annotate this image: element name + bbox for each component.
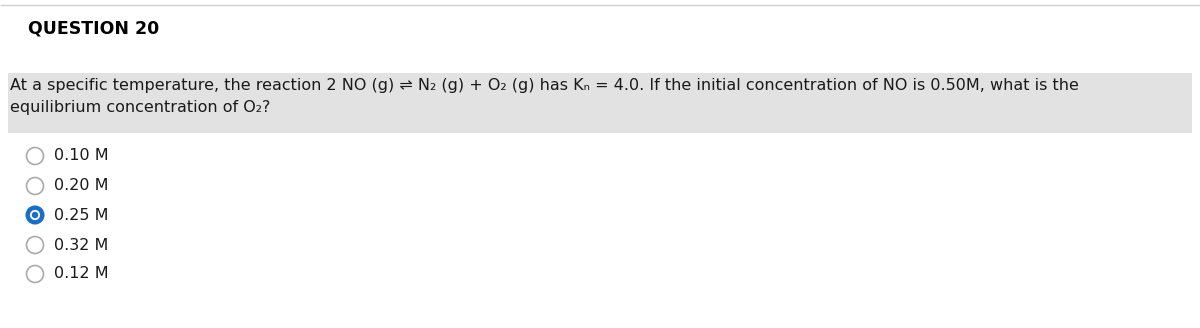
Text: 0.25 M: 0.25 M	[54, 208, 108, 222]
Text: 0.10 M: 0.10 M	[54, 149, 109, 163]
Circle shape	[26, 236, 43, 254]
Circle shape	[30, 210, 40, 220]
Text: At a specific temperature, the reaction 2 NO (g) ⇌ N₂ (g) + O₂ (g) has Kₙ = 4.0.: At a specific temperature, the reaction …	[10, 78, 1079, 93]
Text: 0.20 M: 0.20 M	[54, 178, 108, 194]
Circle shape	[26, 265, 43, 282]
Text: 0.32 M: 0.32 M	[54, 237, 108, 253]
Circle shape	[31, 212, 38, 218]
Circle shape	[26, 177, 43, 195]
Text: QUESTION 20: QUESTION 20	[28, 20, 160, 38]
Circle shape	[26, 207, 43, 223]
FancyBboxPatch shape	[8, 73, 1192, 133]
Text: 0.12 M: 0.12 M	[54, 266, 109, 281]
Circle shape	[26, 148, 43, 165]
Text: equilibrium concentration of O₂?: equilibrium concentration of O₂?	[10, 100, 270, 115]
